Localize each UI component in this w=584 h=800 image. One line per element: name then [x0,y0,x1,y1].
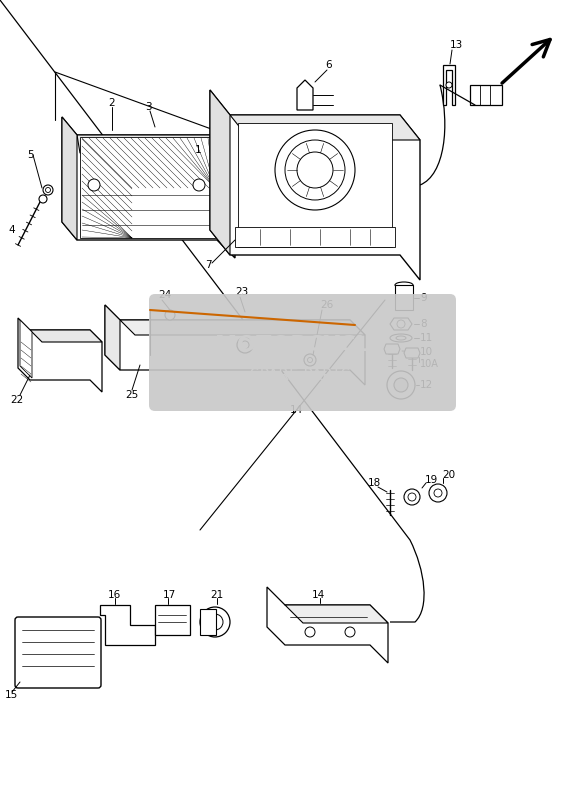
Text: 8: 8 [420,319,427,329]
Circle shape [43,185,53,195]
Polygon shape [285,605,388,623]
Polygon shape [30,330,102,342]
Text: 11: 11 [420,333,433,343]
Polygon shape [62,117,77,240]
Circle shape [241,341,249,349]
Bar [200,609,216,635]
Circle shape [394,378,408,392]
Text: 17: 17 [163,590,176,600]
Text: 18: 18 [368,478,381,488]
Circle shape [297,152,333,188]
Text: SPARE PARTS: SPARE PARTS [249,367,350,382]
Text: 16: 16 [108,590,121,600]
Text: 3: 3 [145,102,152,112]
Text: 14: 14 [311,590,325,600]
Polygon shape [80,137,215,238]
Text: 1: 1 [195,145,201,155]
Polygon shape [470,85,502,105]
Polygon shape [105,305,120,370]
Circle shape [429,484,447,502]
Circle shape [308,358,312,362]
Text: MOTORCYCLE: MOTORCYCLE [215,335,385,355]
Circle shape [237,337,253,353]
Circle shape [275,130,355,210]
Text: 6: 6 [325,60,332,70]
Polygon shape [267,587,388,663]
Text: 5: 5 [27,150,34,160]
Circle shape [88,179,100,191]
Polygon shape [390,318,412,330]
Circle shape [39,195,47,203]
Polygon shape [77,135,235,153]
FancyBboxPatch shape [15,617,101,688]
Circle shape [377,230,387,240]
Polygon shape [100,605,155,645]
Text: 12: 12 [420,380,433,390]
Circle shape [446,82,452,88]
Polygon shape [20,320,32,378]
Polygon shape [297,80,313,110]
Bar [395,285,413,310]
Polygon shape [443,65,455,105]
Polygon shape [105,305,365,385]
Circle shape [387,371,415,399]
Circle shape [345,627,355,637]
Circle shape [434,489,442,497]
Circle shape [397,320,405,328]
Circle shape [304,354,316,366]
Text: 15: 15 [5,690,18,700]
Circle shape [408,493,416,501]
Circle shape [207,614,223,630]
Text: 7: 7 [205,260,211,270]
Circle shape [404,489,420,505]
Polygon shape [384,344,400,354]
Text: 26: 26 [320,300,333,310]
Circle shape [46,187,50,193]
Text: 9: 9 [420,293,427,303]
Text: 21: 21 [210,590,223,600]
Polygon shape [404,348,420,358]
Polygon shape [210,90,230,255]
Text: 24: 24 [158,290,171,300]
Polygon shape [238,123,392,247]
Circle shape [243,230,253,240]
Text: 4: 4 [8,225,15,235]
Text: 14: 14 [290,405,303,415]
Text: 2: 2 [108,98,114,108]
Polygon shape [120,320,365,335]
Polygon shape [18,318,102,392]
Text: 22: 22 [10,395,23,405]
Ellipse shape [390,334,412,342]
Text: 13: 13 [450,40,463,50]
Circle shape [305,627,315,637]
Polygon shape [235,227,395,247]
Text: 10: 10 [420,347,433,357]
Text: 23: 23 [235,287,248,297]
Polygon shape [210,90,420,280]
Circle shape [165,310,175,320]
Text: 10A: 10A [420,359,439,369]
Text: 19: 19 [425,475,438,485]
Text: 20: 20 [442,470,455,480]
Circle shape [200,607,230,637]
Circle shape [193,179,205,191]
Circle shape [285,140,345,200]
Ellipse shape [396,336,406,340]
FancyBboxPatch shape [149,294,456,411]
Text: 25: 25 [125,390,138,400]
Polygon shape [230,115,420,140]
Bar [155,605,190,635]
Polygon shape [62,117,235,258]
Ellipse shape [395,282,413,288]
